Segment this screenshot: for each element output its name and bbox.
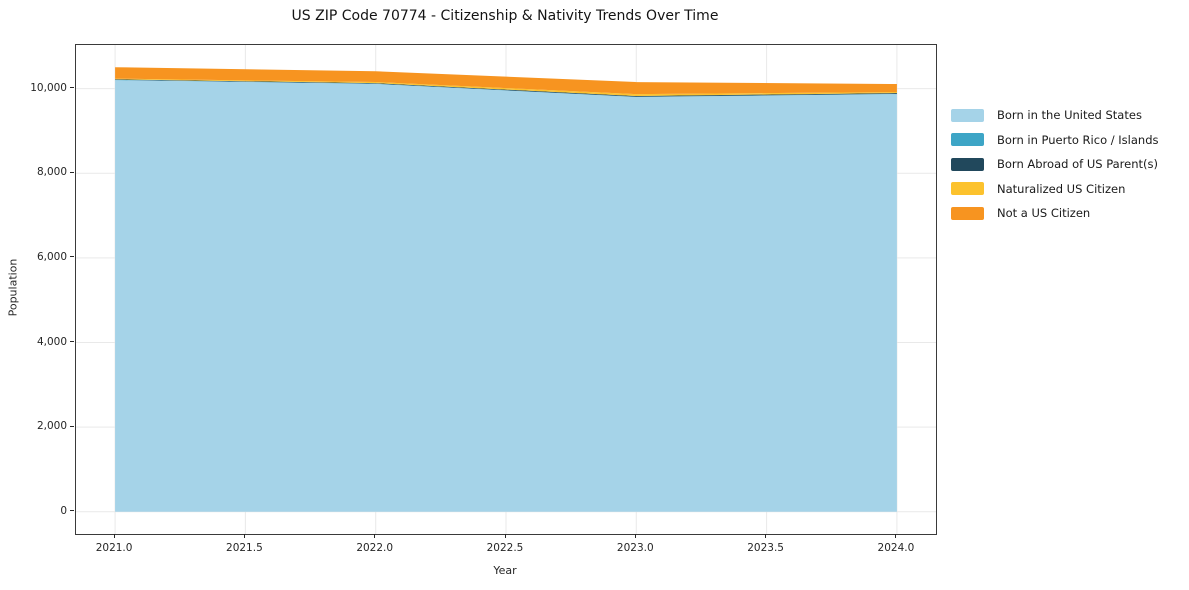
legend-swatch	[951, 206, 984, 220]
y-tick-label: 0	[60, 504, 67, 517]
x-tick-label: 2022.5	[486, 542, 524, 554]
legend-swatch	[951, 108, 984, 122]
y-tick-label: 6,000	[36, 250, 67, 263]
legend-item: Born in the United States	[951, 108, 1159, 122]
legend-swatch	[951, 157, 984, 171]
x-axis-tick	[374, 534, 376, 538]
legend-item: Not a US Citizen	[951, 206, 1159, 220]
x-axis-tick	[895, 534, 897, 538]
y-tick-label: 10,000	[30, 81, 67, 94]
y-axis-tick	[70, 510, 74, 512]
legend-label: Born Abroad of US Parent(s)	[997, 157, 1158, 171]
legend-item: Naturalized US Citizen	[951, 182, 1159, 196]
x-tick-label: 2024.0	[877, 542, 915, 554]
legend-label: Born in the United States	[997, 108, 1142, 122]
legend-label: Not a US Citizen	[997, 206, 1091, 220]
y-tick-label: 8,000	[36, 166, 67, 179]
x-axis-tick	[504, 534, 506, 538]
legend-swatch	[951, 182, 984, 195]
y-axis-tick	[70, 341, 74, 342]
area-series-4	[115, 67, 897, 95]
x-tick-label: 2021.5	[226, 542, 263, 554]
x-axis-tick	[113, 534, 115, 538]
area-series-3	[115, 78, 897, 97]
x-axis-label: Year	[493, 564, 517, 577]
legend-swatch	[951, 133, 984, 146]
y-tick-label: 4,000	[36, 335, 67, 348]
y-axis-label: Population	[6, 258, 20, 317]
x-axis-tick	[765, 534, 767, 538]
x-tick-label: 2023.0	[616, 542, 654, 554]
x-tick-label: 2021.0	[95, 542, 133, 554]
y-axis-tick	[70, 256, 74, 258]
stacked-areas	[115, 67, 897, 512]
plot-area	[75, 44, 937, 535]
legend-label: Naturalized US Citizen	[997, 181, 1126, 196]
x-tick-label: 2023.5	[747, 542, 784, 554]
legend-item: Born Abroad of US Parent(s)	[951, 157, 1159, 171]
legend: Born in the United States Born in Puerto …	[951, 108, 1159, 231]
y-axis-tick	[70, 171, 74, 173]
y-tick-label: 2,000	[36, 420, 67, 433]
x-tick-label: 2022.0	[356, 542, 394, 554]
y-axis-tick	[70, 87, 74, 89]
x-axis-tick	[634, 534, 636, 538]
legend-label: Born in Puerto Rico / Islands	[997, 132, 1159, 147]
area-series-0	[115, 80, 897, 512]
legend-item: Born in Puerto Rico / Islands	[951, 133, 1159, 147]
y-axis-tick	[70, 425, 74, 427]
chart-title: US ZIP Code 70774 - Citizenship & Nativi…	[291, 8, 719, 24]
x-axis-tick	[243, 534, 245, 538]
